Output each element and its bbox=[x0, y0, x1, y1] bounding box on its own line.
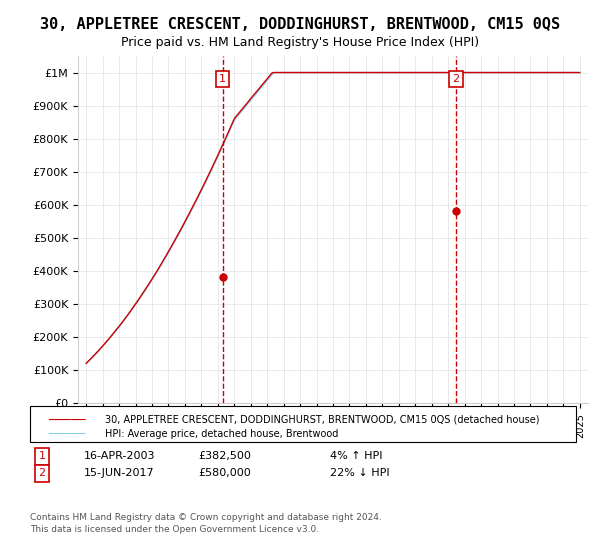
Text: Price paid vs. HM Land Registry's House Price Index (HPI): Price paid vs. HM Land Registry's House … bbox=[121, 36, 479, 49]
Text: 4% ↑ HPI: 4% ↑ HPI bbox=[330, 451, 383, 461]
Text: ─────: ───── bbox=[48, 427, 86, 441]
Text: HPI: Average price, detached house, Brentwood: HPI: Average price, detached house, Bren… bbox=[105, 429, 338, 439]
Text: ─────: ───── bbox=[48, 413, 86, 427]
Text: £382,500: £382,500 bbox=[198, 451, 251, 461]
Text: 1: 1 bbox=[219, 74, 226, 84]
Text: 15-JUN-2017: 15-JUN-2017 bbox=[84, 468, 155, 478]
Text: ─────: ───── bbox=[48, 427, 86, 441]
Text: £580,000: £580,000 bbox=[198, 468, 251, 478]
Text: 2: 2 bbox=[452, 74, 459, 84]
Text: HPI: Average price, detached house, Brentwood: HPI: Average price, detached house, Bren… bbox=[105, 429, 338, 439]
Text: 1: 1 bbox=[38, 451, 46, 461]
Text: 30, APPLETREE CRESCENT, DODDINGHURST, BRENTWOOD, CM15 0QS: 30, APPLETREE CRESCENT, DODDINGHURST, BR… bbox=[40, 17, 560, 32]
Text: 16-APR-2003: 16-APR-2003 bbox=[84, 451, 155, 461]
Text: 22% ↓ HPI: 22% ↓ HPI bbox=[330, 468, 389, 478]
Text: This data is licensed under the Open Government Licence v3.0.: This data is licensed under the Open Gov… bbox=[30, 525, 319, 534]
Text: ─────: ───── bbox=[48, 413, 86, 427]
Text: 2: 2 bbox=[38, 468, 46, 478]
Text: 30, APPLETREE CRESCENT, DODDINGHURST, BRENTWOOD, CM15 0QS (detached house): 30, APPLETREE CRESCENT, DODDINGHURST, BR… bbox=[105, 415, 539, 425]
Text: Contains HM Land Registry data © Crown copyright and database right 2024.: Contains HM Land Registry data © Crown c… bbox=[30, 514, 382, 522]
Text: 30, APPLETREE CRESCENT, DODDINGHURST, BRENTWOOD, CM15 0QS (detached house): 30, APPLETREE CRESCENT, DODDINGHURST, BR… bbox=[105, 415, 539, 425]
